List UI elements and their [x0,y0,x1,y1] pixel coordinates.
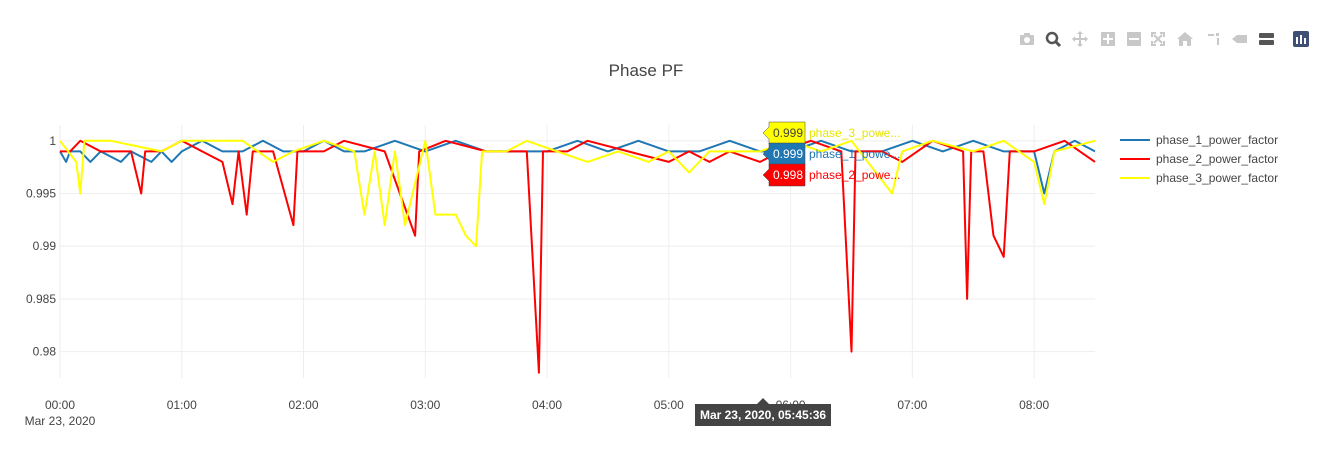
x-tick-label: 01:00 [167,398,197,412]
zoom-icon [1045,31,1061,48]
y-tick-label: 0.99 [33,239,57,253]
x-tick-label: 04:00 [532,398,562,412]
hover-label-phase_1_power_factor: 0.999 phase_1_powe... [762,142,900,166]
autoscale-icon [1150,32,1165,46]
plotly-logo-icon [1293,31,1309,47]
hover-closest-button[interactable] [1226,29,1251,49]
hover-compare-icon [1259,33,1274,45]
y-tick-label: 1 [49,134,56,148]
home-icon [1176,32,1193,46]
x-tick-sublabel: Mar 23, 2020 [25,414,96,428]
hover-x-label: Mar 23, 2020, 05:45:36 [695,398,831,426]
autoscale-button[interactable] [1145,29,1170,49]
plotly-logo-button[interactable] [1281,29,1321,49]
hover-label-phase_2_power_factor: 0.998 phase_2_powe... [762,163,900,187]
hover-series-name: phase_2_powe... [809,168,900,182]
series-line-phase_3_power_factor[interactable] [59,139,1096,248]
y-tick-label: 0.985 [26,292,56,306]
hover-value: 0.998 [773,168,803,182]
x-tick-label: 00:00 [45,398,75,412]
hover-label-phase_3_power_factor: 0.999 phase_3_powe... [762,121,900,145]
hover-series-name: phase_1_powe... [809,147,900,161]
x-tick-label: 03:00 [410,398,440,412]
series-line-phase_2_power_factor[interactable] [60,139,1096,374]
y-tick-label: 0.98 [33,345,57,359]
camera-button[interactable] [1014,29,1039,49]
camera-icon [1019,33,1034,45]
hover-series-name: phase_3_powe... [809,126,900,140]
x-tick-label: 02:00 [289,398,319,412]
chart-title: Phase PF [609,61,684,80]
y-tick-label: 0.995 [26,187,56,201]
spike-lines-button[interactable] [1199,29,1226,49]
legend-item[interactable]: phase_3_power_factor [1120,171,1278,185]
legend[interactable]: phase_1_power_factor phase_2_power_factor… [1120,133,1278,185]
hover-x-text: Mar 23, 2020, 05:45:36 [700,408,826,422]
hover-tooltips: 0.999 phase_3_powe... 0.999 phase_1_powe...… [695,121,900,426]
home-button[interactable] [1170,29,1199,49]
x-tick-label: 05:00 [654,398,684,412]
x-tick-label: 07:00 [897,398,927,412]
modebar [1014,29,1321,49]
zoom-button[interactable] [1039,29,1066,49]
pan-button[interactable] [1066,29,1093,49]
zoom-out-button[interactable] [1123,29,1145,49]
grid [59,125,1095,378]
series-line-phase_1_power_factor[interactable] [59,139,1096,195]
axes: 0.98 0.985 0.99 0.995 1 00:00 01:00 02:00 03:00 0… [25,134,1050,428]
zoom-out-icon [1127,32,1141,46]
zoom-in-button[interactable] [1093,29,1123,49]
legend-item[interactable]: phase_1_power_factor [1120,133,1278,147]
hover-value: 0.999 [773,147,803,161]
pan-icon [1071,31,1088,47]
hover-closest-icon [1231,35,1247,43]
legend-label: phase_3_power_factor [1156,171,1278,185]
hover-compare-button[interactable] [1251,29,1281,49]
spike-lines-icon [1207,33,1219,45]
series-lines[interactable] [59,139,1096,374]
legend-label: phase_1_power_factor [1156,133,1278,147]
legend-item[interactable]: phase_2_power_factor [1120,152,1278,166]
hover-value: 0.999 [773,126,803,140]
legend-label: phase_2_power_factor [1156,152,1278,166]
x-tick-label: 08:00 [1019,398,1049,412]
zoom-in-icon [1101,32,1115,46]
